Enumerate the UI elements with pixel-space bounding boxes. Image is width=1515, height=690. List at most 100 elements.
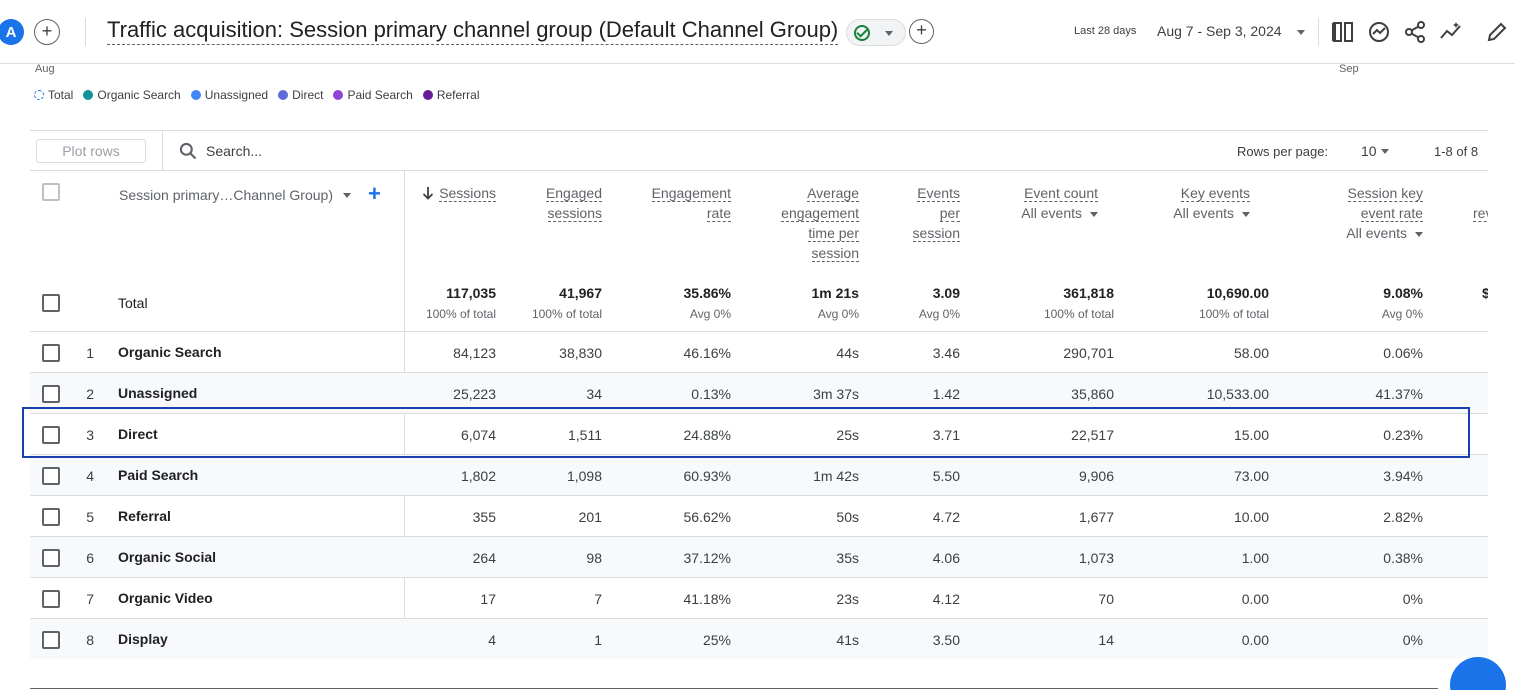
avg-engagement-time-cell: 35s: [836, 550, 859, 566]
add-comparison-button[interactable]: +: [909, 19, 934, 44]
report-status-dropdown[interactable]: [846, 19, 906, 46]
event-count-cell: 22,517: [1071, 427, 1114, 443]
column-header-key-events[interactable]: Key events All events: [1173, 185, 1250, 221]
total-session-key-event-rate: 9.08% Avg 0%: [1381, 285, 1423, 321]
event-count-cell: 14: [1098, 632, 1114, 648]
plot-rows-button[interactable]: Plot rows: [36, 139, 146, 163]
chart-axis-end: Sep: [1339, 63, 1359, 75]
chart-axis-start: Aug: [35, 63, 55, 75]
avg-engagement-time-cell: 44s: [836, 345, 859, 361]
channel-name[interactable]: Paid Search: [118, 467, 199, 483]
total-event-count: 361,818 100% of total: [1043, 285, 1114, 321]
channel-name[interactable]: Unassigned: [118, 385, 198, 401]
table-row[interactable]: 6 Organic Social 264 98 37.12% 35s 4.06 …: [30, 537, 1488, 578]
customize-report-icon[interactable]: [1331, 20, 1355, 44]
row-checkbox[interactable]: [42, 590, 60, 608]
date-range-label: Last 28 days: [1074, 25, 1137, 37]
row-checkbox[interactable]: [42, 631, 60, 649]
share-icon[interactable]: [1403, 20, 1427, 44]
add-dimension-icon[interactable]: +: [368, 181, 381, 206]
session-key-event-rate-cell: 2.82%: [1383, 509, 1423, 525]
table-row[interactable]: 4 Paid Search 1,802 1,098 60.93% 1m 42s …: [30, 455, 1488, 496]
total-row-checkbox[interactable]: [42, 294, 60, 312]
channel-name[interactable]: Direct: [118, 426, 158, 442]
total-row: Total 117,035 100% of total 41,967 100% of…: [30, 271, 1488, 332]
row-checkbox[interactable]: [42, 467, 60, 485]
session-key-event-rate-filter[interactable]: All events: [1346, 225, 1423, 241]
date-range-picker[interactable]: Aug 7 - Sep 3, 2024: [1157, 23, 1282, 39]
engaged-sessions-cell: 1,098: [566, 468, 602, 484]
channel-name[interactable]: Organic Video: [118, 590, 213, 606]
row-checkbox[interactable]: [42, 344, 60, 362]
events-per-session-cell: 4.12: [932, 591, 960, 607]
row-number: 6: [86, 550, 94, 566]
settings-gear-fab-icon[interactable]: [1450, 657, 1506, 690]
row-checkbox[interactable]: [42, 426, 60, 444]
page-title[interactable]: Traffic acquisition: Session primary cha…: [107, 16, 839, 45]
header-divider: [85, 18, 86, 46]
edit-pencil-icon[interactable]: [1485, 20, 1509, 44]
pagination-status: 1-8 of 8: [1434, 144, 1479, 159]
rows-per-page-chevron-icon[interactable]: [1381, 149, 1389, 154]
legend-dot-icon: [190, 90, 201, 100]
add-button[interactable]: +: [34, 19, 60, 45]
table-toolbar: Plot rows Rows per page: 10 1-8 of 8: [30, 130, 1488, 171]
engagement-rate-cell: 56.62%: [683, 509, 731, 525]
report-header: A + Traffic acquisition: Session primary…: [0, 0, 1515, 64]
key-events-cell: 73.00: [1233, 468, 1269, 484]
column-header-avg-engagement-time[interactable]: Average engagement time per session: [781, 185, 859, 262]
table-row[interactable]: 3 Direct 6,074 1,511 24.88% 25s 3.71 22,…: [30, 414, 1488, 455]
insights-icon[interactable]: [1439, 20, 1463, 44]
key-events-cell: 1.00: [1241, 550, 1269, 566]
events-per-session-cell: 3.50: [932, 632, 960, 648]
channel-name[interactable]: Display: [118, 631, 168, 647]
legend-item-unassigned[interactable]: Unassigned: [190, 88, 268, 102]
search-input[interactable]: [206, 140, 506, 162]
dimension-header[interactable]: Session primary…Channel Group): [119, 187, 333, 203]
channel-name[interactable]: Organic Search: [118, 344, 222, 360]
table-row[interactable]: 8 Display 4 1 25% 41s 3.50 14 0.00 0%: [30, 619, 1488, 659]
column-header-revenue[interactable]: rev: [1473, 183, 1488, 223]
legend-item-organic-search[interactable]: Organic Search: [83, 88, 181, 102]
select-all-checkbox[interactable]: [42, 183, 60, 201]
dimension-column-divider: [404, 171, 405, 659]
row-checkbox[interactable]: [42, 508, 60, 526]
row-checkbox[interactable]: [42, 385, 60, 403]
chevron-down-icon: [1415, 231, 1423, 237]
channel-name[interactable]: Organic Social: [118, 549, 217, 565]
rows-per-page-select[interactable]: 10: [1361, 143, 1377, 159]
legend-item-total[interactable]: Total: [34, 88, 73, 102]
column-header-session-key-event-rate[interactable]: Session key event rate All events: [1346, 185, 1423, 241]
row-number: 3: [86, 427, 94, 443]
dimension-chevron-down-icon[interactable]: [343, 193, 351, 198]
legend-item-paid-search[interactable]: Paid Search: [333, 88, 413, 102]
legend-dot-icon: [422, 90, 433, 100]
channel-name[interactable]: Referral: [118, 508, 171, 524]
column-header-events-per-session[interactable]: Events per session: [912, 185, 960, 242]
sort-descending-icon[interactable]: [422, 186, 434, 200]
compare-icon[interactable]: [1367, 20, 1391, 44]
table-row[interactable]: 5 Referral 355 201 56.62% 50s 4.72 1,677…: [30, 496, 1488, 537]
legend-label: Paid Search: [347, 88, 413, 102]
row-checkbox[interactable]: [42, 549, 60, 567]
legend-item-direct[interactable]: Direct: [278, 88, 323, 102]
row-number: 1: [86, 345, 94, 361]
chevron-down-icon: [1090, 211, 1098, 217]
row-number: 5: [86, 509, 94, 525]
legend-item-referral[interactable]: Referral: [422, 88, 480, 102]
column-header-engagement-rate[interactable]: Engagement rate: [651, 185, 731, 222]
date-chevron-down-icon[interactable]: [1297, 30, 1305, 35]
event-count-cell: 35,860: [1071, 386, 1114, 402]
key-events-filter[interactable]: All events: [1173, 205, 1250, 221]
engagement-rate-cell: 24.88%: [683, 427, 731, 443]
event-count-filter[interactable]: All events: [1021, 205, 1098, 221]
total-engaged-sessions: 41,967 100% of total: [531, 285, 602, 321]
table-row[interactable]: 2 Unassigned 25,223 34 0.13% 3m 37s 1.42…: [30, 373, 1488, 414]
table-row[interactable]: 1 Organic Search 84,123 38,830 46.16% 44…: [30, 332, 1488, 373]
column-header-engaged-sessions[interactable]: Engaged sessions: [545, 185, 602, 222]
account-avatar[interactable]: A: [0, 19, 24, 45]
column-header-sessions[interactable]: Sessions: [439, 185, 496, 202]
table-row[interactable]: 7 Organic Video 17 7 41.18% 23s 4.12 70 …: [30, 578, 1488, 619]
sessions-cell: 264: [472, 550, 496, 566]
column-header-event-count[interactable]: Event count All events: [1021, 185, 1098, 221]
